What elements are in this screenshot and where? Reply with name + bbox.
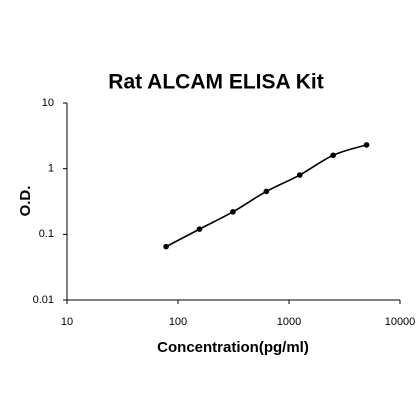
y-tick-label: 0.1 [39,228,54,240]
data-point [263,188,270,195]
data-point [296,172,303,178]
x-tick-label: 10000 [385,316,416,328]
x-tick-label: 10 [61,316,73,328]
y-axis-title: O.D. [17,186,34,217]
data-point [230,209,236,215]
y-tick-label: 1 [48,163,54,175]
fit-line [165,144,367,248]
data-point [163,243,169,250]
x-tick-label: 100 [169,316,187,328]
y-tick-label: 0.01 [33,294,54,306]
data-point [330,152,336,159]
data-point [196,226,203,232]
y-tick-label: 10 [42,97,54,109]
chart-title: Rat ALCAM ELISA Kit [108,71,323,94]
data-point [363,142,370,148]
x-axis-title: Concentration(pg/ml) [157,339,309,356]
x-tick-label: 1000 [277,316,301,328]
